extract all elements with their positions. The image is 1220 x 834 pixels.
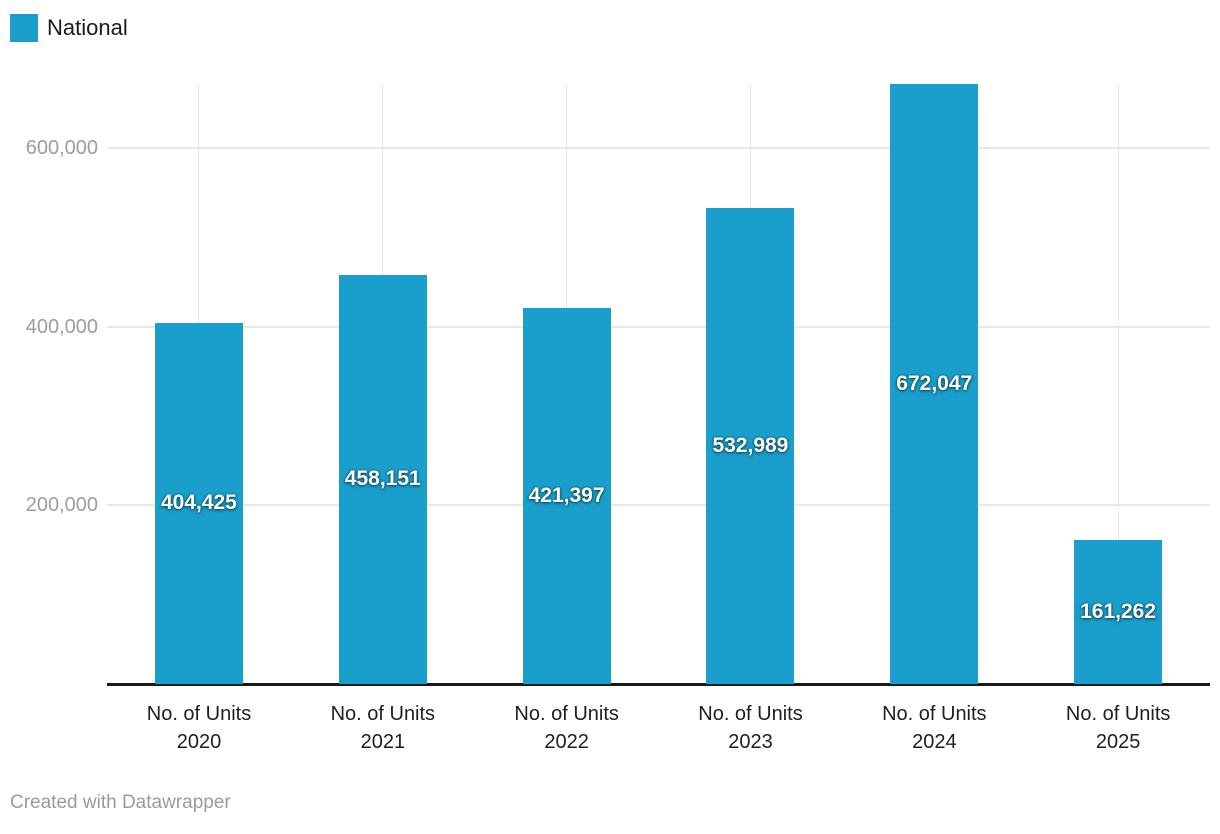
bar-value-label: 161,262 [1080, 600, 1157, 624]
attribution-link[interactable]: Created with Datawrapper [10, 792, 231, 813]
bar[interactable]: 404,425 [154, 322, 243, 684]
bar-value-label: 404,425 [160, 491, 237, 515]
legend: National [10, 14, 128, 42]
x-category-label-year: 2021 [360, 731, 406, 753]
bar[interactable]: 458,151 [338, 274, 427, 684]
x-category-label-year: 2020 [176, 731, 222, 753]
bar-value-label: 458,151 [344, 467, 421, 491]
plot-area: 404,425 458,151 421,397 532,989 672,047 161,2… [107, 84, 1210, 684]
bar-value-label: 672,047 [896, 372, 973, 395]
y-tick-label: 200,000 [25, 494, 98, 517]
bar-value-label: 532,989 [712, 434, 789, 458]
bar-value-label: 421,397 [528, 483, 605, 507]
bar[interactable]: 421,397 [522, 307, 611, 684]
h-gridline [107, 147, 1210, 150]
h-gridline [107, 325, 1210, 328]
v-gridline [1117, 84, 1119, 684]
x-category-label: No. of Units 2025 [1026, 700, 1210, 756]
bar[interactable]: 672,047 [890, 84, 979, 684]
x-category-label: No. of Units 2023 [659, 700, 843, 756]
x-category-label: No. of Units 2020 [107, 700, 291, 756]
bar[interactable]: 532,989 [706, 208, 795, 684]
x-category-label-line1: No. of Units [1065, 703, 1171, 725]
x-category-label-year: 2022 [544, 731, 589, 753]
x-category-label-line1: No. of Units [146, 703, 252, 725]
x-category-label-line1: No. of Units [882, 703, 987, 725]
x-category-label-line1: No. of Units [330, 703, 436, 725]
x-axis-line [107, 683, 1210, 686]
x-category-label-line1: No. of Units [698, 703, 803, 725]
legend-swatch-icon [10, 14, 38, 42]
h-gridline [107, 504, 1210, 507]
x-category-label-year: 2025 [1095, 731, 1141, 753]
x-category-label-line1: No. of Units [514, 703, 619, 725]
y-tick-label: 600,000 [25, 137, 98, 160]
bar[interactable]: 161,262 [1074, 540, 1163, 684]
y-tick-label: 400,000 [25, 315, 98, 338]
x-category-label-year: 2024 [912, 731, 957, 753]
x-category-label: No. of Units 2024 [842, 700, 1026, 756]
x-category-label: No. of Units 2021 [291, 700, 475, 756]
legend-label: National [47, 15, 128, 40]
x-category-label: No. of Units 2022 [475, 700, 659, 756]
x-category-label-year: 2023 [728, 731, 773, 753]
